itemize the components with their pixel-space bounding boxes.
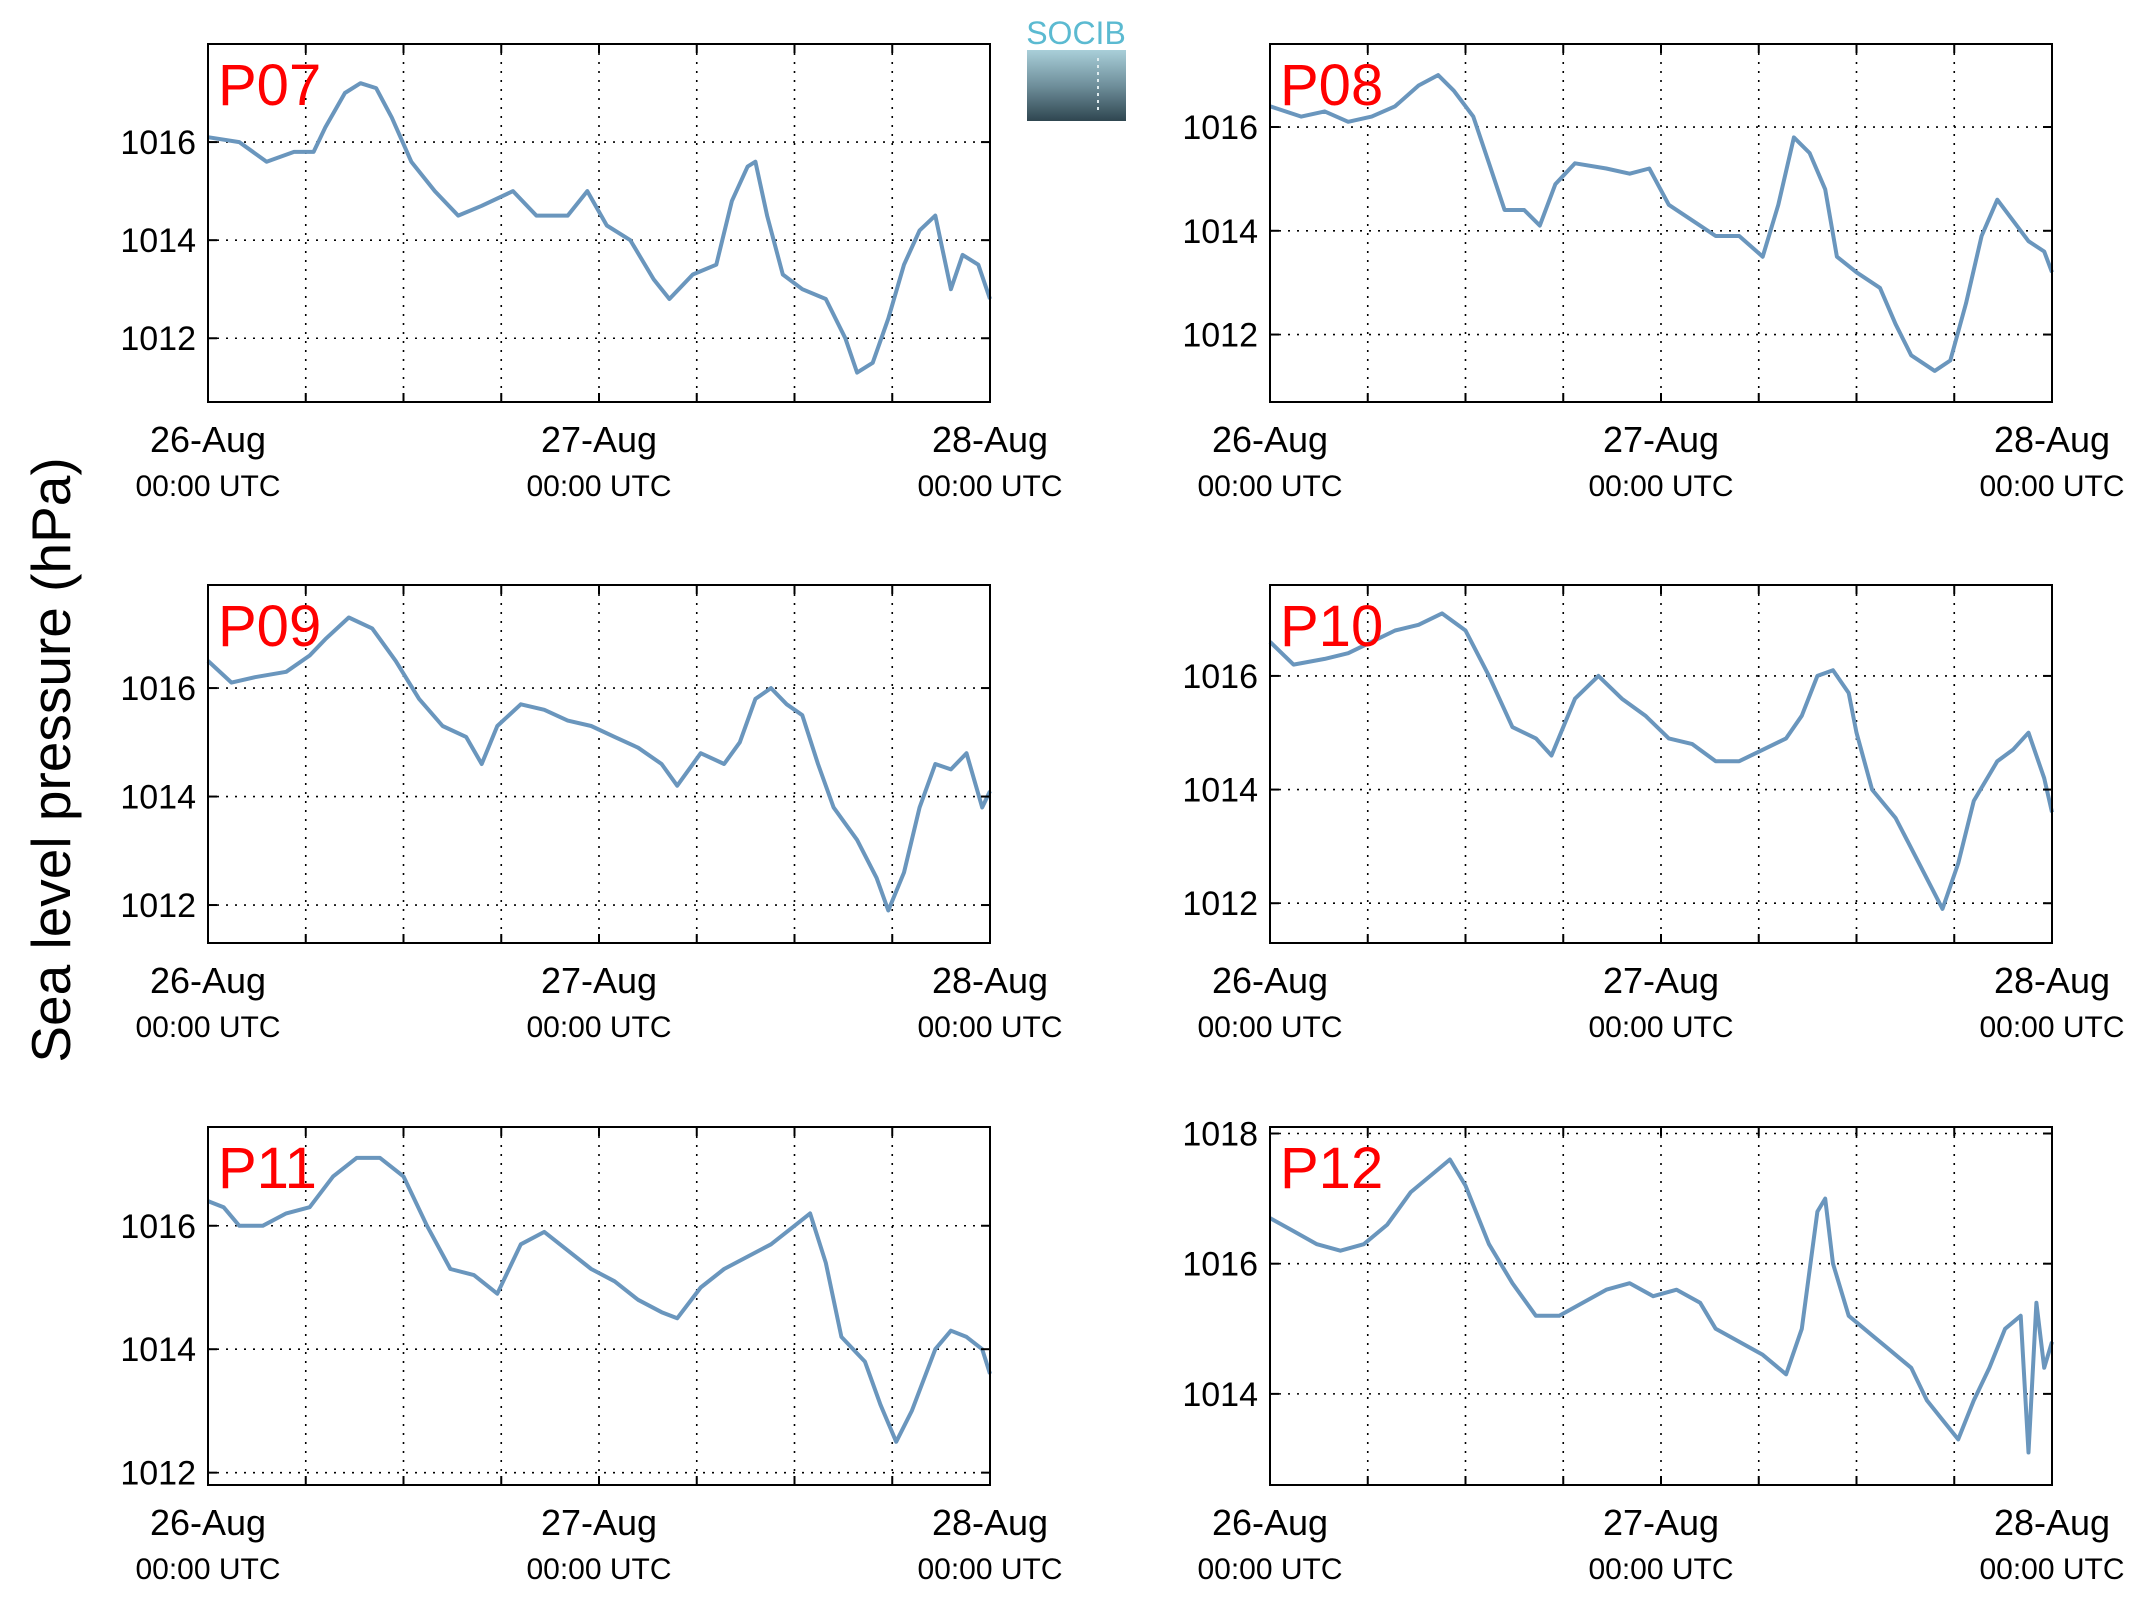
x-tick-label-time: 00:00 UTC bbox=[1979, 470, 2124, 503]
x-tick-label-time: 00:00 UTC bbox=[1588, 470, 1733, 503]
panel-label: P10 bbox=[1280, 594, 1383, 659]
x-tick-label-date: 26-Aug bbox=[150, 1502, 266, 1543]
panel-p10: 1012 1014 1016 26-Aug 00:00 UTC 27-Aug 00:00 U… bbox=[1182, 584, 2125, 1044]
x-tick-label-time: 00:00 UTC bbox=[1979, 1011, 2124, 1044]
y-tick-label: 1016 bbox=[120, 670, 196, 708]
x-tick-label-date: 27-Aug bbox=[1603, 960, 1719, 1001]
panel-p07: 1012 1014 1016 26-Aug 00:00 UTC 27-Aug 00:00 U… bbox=[120, 43, 1063, 503]
y-tick-label: 1014 bbox=[1182, 213, 1258, 251]
y-tick-label: 1014 bbox=[120, 222, 196, 260]
x-tick-label-time: 00:00 UTC bbox=[1197, 1011, 1342, 1044]
x-tick-label-date: 28-Aug bbox=[1994, 419, 2110, 460]
panel-p08: 1012 1014 1016 26-Aug 00:00 UTC 27-Aug 00:00 U… bbox=[1182, 43, 2125, 503]
x-tick-label-time: 00:00 UTC bbox=[135, 470, 280, 503]
series-line bbox=[1268, 611, 2054, 911]
y-tick-label: 1014 bbox=[120, 1331, 196, 1369]
x-tick-label-date: 26-Aug bbox=[150, 419, 266, 460]
y-tick-label: 1012 bbox=[1182, 885, 1258, 923]
y-tick-label: 1016 bbox=[1182, 1246, 1258, 1284]
panel-label: P08 bbox=[1280, 53, 1383, 118]
x-tick-label-date: 27-Aug bbox=[541, 960, 657, 1001]
x-tick-label-date: 26-Aug bbox=[1212, 1502, 1328, 1543]
panel-p11: 1012 1014 1016 26-Aug 00:00 UTC 27-Aug 00:00 U… bbox=[120, 1126, 1063, 1586]
x-tick-label-time: 00:00 UTC bbox=[1197, 1553, 1342, 1586]
plot-area bbox=[1270, 585, 2052, 943]
series-line bbox=[206, 615, 992, 913]
x-tick-label-time: 00:00 UTC bbox=[917, 470, 1062, 503]
y-tick-label: 1012 bbox=[120, 320, 196, 358]
series-line bbox=[207, 1155, 992, 1444]
panel-p09: 1012 1014 1016 26-Aug 00:00 UTC 27-Aug 00:00 U… bbox=[120, 584, 1063, 1044]
x-tick-label-time: 00:00 UTC bbox=[135, 1011, 280, 1044]
x-tick-label-date: 27-Aug bbox=[541, 419, 657, 460]
x-tick-label-date: 26-Aug bbox=[1212, 960, 1328, 1001]
chart-panels: 1012 1014 1016 26-Aug 00:00 UTC 27-Aug 00:00 U… bbox=[120, 43, 2125, 1586]
y-tick-label: 1014 bbox=[1182, 1376, 1258, 1414]
x-tick-label-date: 28-Aug bbox=[932, 419, 1048, 460]
series-line bbox=[1269, 1157, 2054, 1455]
x-tick-label-time: 00:00 UTC bbox=[135, 1553, 280, 1586]
panel-p12: 1014 1016 1018 26-Aug 00:00 UTC 27-Aug 00:00 U… bbox=[1182, 1116, 2124, 1586]
plot-area bbox=[208, 1127, 990, 1485]
x-tick-label-time: 00:00 UTC bbox=[1197, 470, 1342, 503]
x-tick-label-time: 00:00 UTC bbox=[526, 1011, 671, 1044]
x-tick-label-time: 00:00 UTC bbox=[1588, 1553, 1733, 1586]
plot-area bbox=[1270, 44, 2052, 402]
x-tick-label-date: 28-Aug bbox=[932, 1502, 1048, 1543]
x-tick-label-time: 00:00 UTC bbox=[526, 1553, 671, 1586]
y-tick-label: 1016 bbox=[120, 124, 196, 162]
x-tick-label-date: 27-Aug bbox=[1603, 419, 1719, 460]
panel-label: P09 bbox=[218, 594, 321, 659]
x-tick-label-date: 27-Aug bbox=[541, 1502, 657, 1543]
y-tick-label: 1014 bbox=[120, 779, 196, 817]
x-tick-label-time: 00:00 UTC bbox=[526, 470, 671, 503]
x-tick-label-time: 00:00 UTC bbox=[1588, 1011, 1733, 1044]
y-tick-label: 1016 bbox=[1182, 658, 1258, 696]
plot-area bbox=[1270, 1127, 2052, 1485]
y-axis-label: Sea level pressure (hPa) bbox=[20, 457, 82, 1062]
y-tick-label: 1012 bbox=[1182, 317, 1258, 355]
panel-label: P07 bbox=[218, 53, 321, 118]
series-line bbox=[1269, 73, 2054, 373]
x-tick-label-date: 27-Aug bbox=[1603, 1502, 1719, 1543]
x-tick-label-date: 26-Aug bbox=[1212, 419, 1328, 460]
x-tick-label-date: 28-Aug bbox=[1994, 960, 2110, 1001]
x-tick-label-time: 00:00 UTC bbox=[1979, 1553, 2124, 1586]
panel-label: P12 bbox=[1280, 1136, 1383, 1201]
y-tick-label: 1012 bbox=[120, 887, 196, 925]
y-tick-label: 1016 bbox=[120, 1208, 196, 1246]
socib-logo: SOCIB bbox=[1026, 15, 1126, 121]
x-tick-label-time: 00:00 UTC bbox=[917, 1553, 1062, 1586]
logo-text: SOCIB bbox=[1026, 15, 1126, 51]
plot-area bbox=[208, 44, 990, 402]
x-tick-label-date: 26-Aug bbox=[150, 960, 266, 1001]
y-tick-label: 1014 bbox=[1182, 772, 1258, 810]
x-tick-label-date: 28-Aug bbox=[932, 960, 1048, 1001]
series-line bbox=[207, 81, 992, 375]
y-tick-label: 1016 bbox=[1182, 109, 1258, 147]
x-tick-label-time: 00:00 UTC bbox=[917, 1011, 1062, 1044]
logo-block bbox=[1027, 50, 1126, 121]
x-tick-label-date: 28-Aug bbox=[1994, 1502, 2110, 1543]
y-tick-label: 1012 bbox=[120, 1455, 196, 1493]
y-tick-label: 1018 bbox=[1182, 1116, 1258, 1154]
panel-label: P11 bbox=[218, 1136, 317, 1201]
